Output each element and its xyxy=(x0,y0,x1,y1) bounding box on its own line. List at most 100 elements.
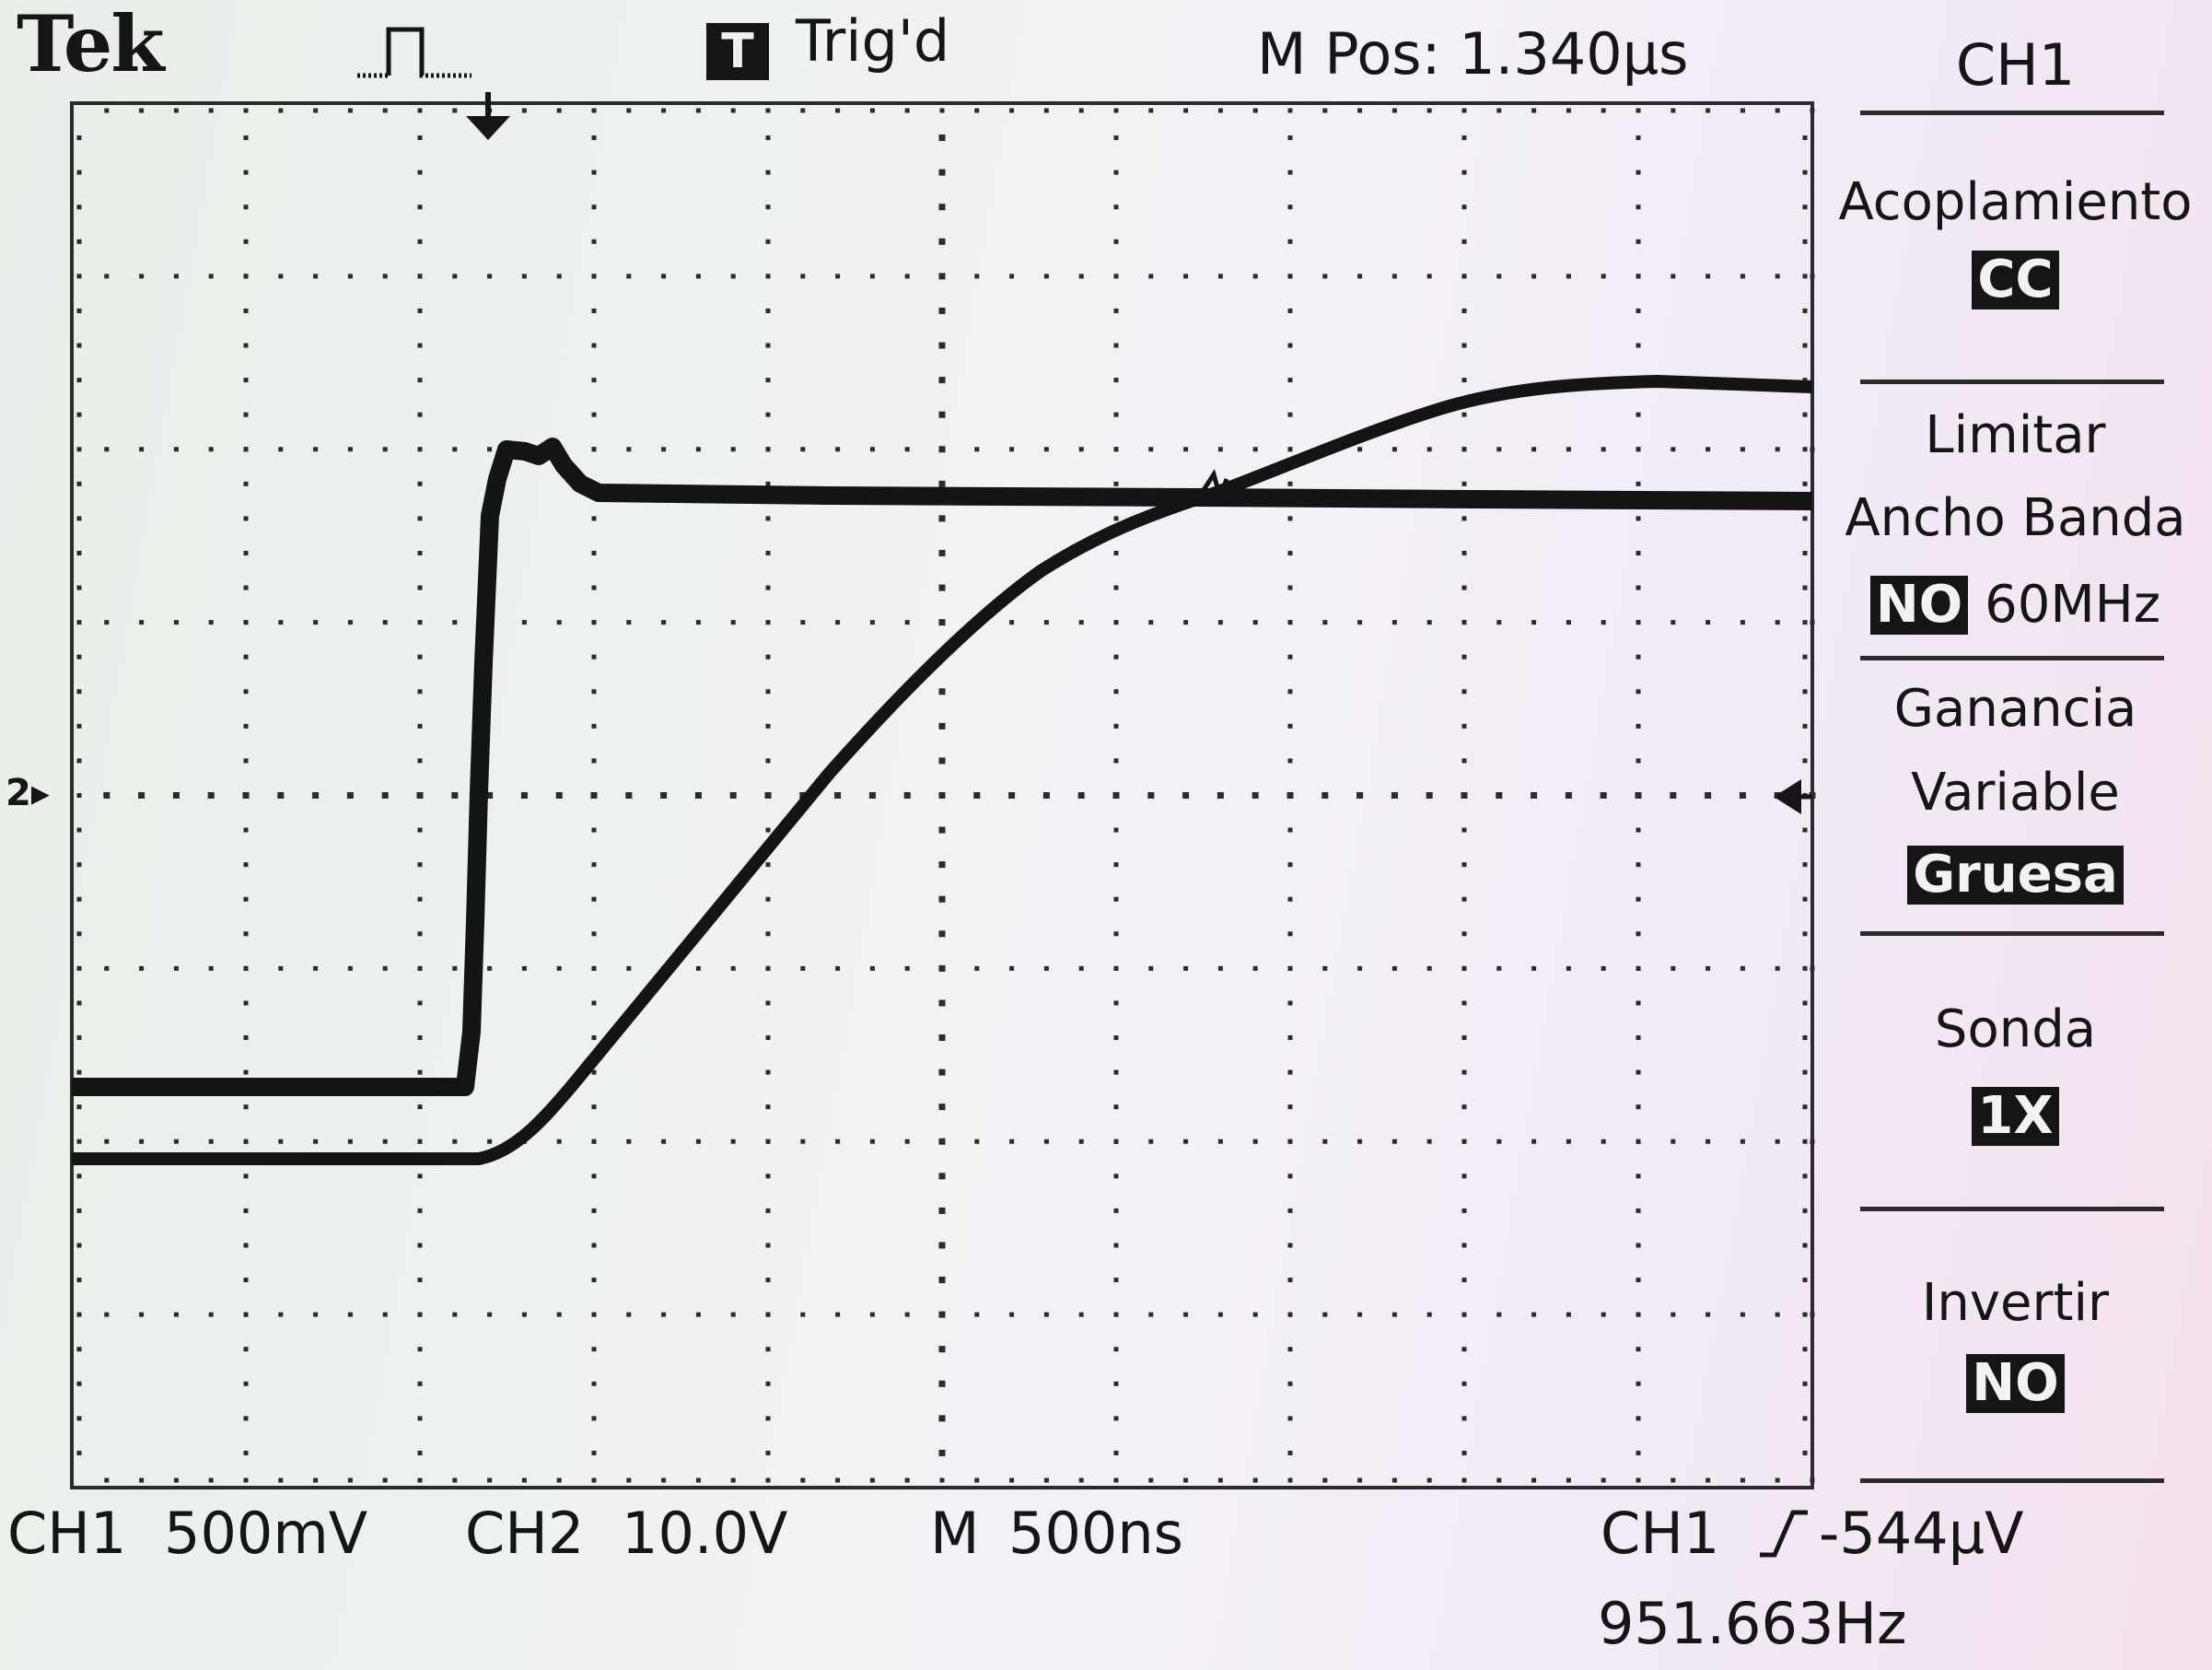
graticule-dot xyxy=(417,689,423,695)
graticule-dot xyxy=(1147,792,1155,799)
graticule-dot xyxy=(1113,1381,1119,1386)
graticule-dot xyxy=(1461,516,1467,521)
graticule-dot xyxy=(869,965,875,971)
graticule-dot xyxy=(939,620,945,625)
graticule-dot xyxy=(1287,1104,1293,1110)
graticule-dot xyxy=(1802,1104,1808,1110)
graticule-dot xyxy=(938,895,946,903)
graticule-dot xyxy=(76,896,82,902)
graticule-dot xyxy=(382,1477,388,1483)
graticule-dot xyxy=(938,722,946,730)
graticule-dot xyxy=(1671,1477,1676,1483)
graticule-dot xyxy=(1810,620,1815,625)
graticule-dot xyxy=(556,108,562,113)
graticule-dot xyxy=(1531,108,1537,113)
graticule-dot xyxy=(417,274,423,279)
graticule-dot xyxy=(172,792,180,799)
graticule-dot xyxy=(76,1000,82,1006)
graticule-dot xyxy=(938,688,946,695)
graticule-dot xyxy=(1391,792,1398,799)
graticule-dot xyxy=(1287,723,1293,729)
graticule-dot xyxy=(1252,108,1258,113)
graticule-dot xyxy=(1322,274,1328,279)
graticule-dot xyxy=(76,169,82,175)
graticule-dot xyxy=(76,1312,82,1317)
graticule-dot xyxy=(139,1139,145,1144)
graticule-dot xyxy=(556,1139,562,1144)
graticule-dot xyxy=(1113,1450,1119,1455)
graticule-dot xyxy=(76,1278,82,1283)
graticule-dot xyxy=(76,1381,82,1386)
graticule-dot xyxy=(800,274,806,279)
graticule-dot xyxy=(765,308,771,313)
graticule-dot xyxy=(104,447,110,452)
ch2-ground-label: 2 xyxy=(6,772,31,814)
graticule-dot xyxy=(1113,378,1119,383)
graticule-dot xyxy=(765,931,771,937)
graticule-dot xyxy=(417,827,423,833)
graticule-dot xyxy=(1670,792,1677,799)
graticule-dot xyxy=(1461,585,1467,590)
graticule-dot xyxy=(765,585,771,590)
graticule-dot xyxy=(1009,620,1015,625)
graticule-dot xyxy=(1636,1312,1641,1317)
graticule-dot xyxy=(590,792,598,799)
graticule-dot xyxy=(1636,1069,1641,1075)
graticule-dot xyxy=(1802,447,1808,452)
graticule-dot xyxy=(1671,1312,1676,1317)
menu-title: CH1 xyxy=(1955,31,2076,99)
graticule-dot xyxy=(243,896,249,902)
graticule-dot xyxy=(1287,1450,1293,1455)
graticule-dot xyxy=(939,274,945,279)
graticule-dot xyxy=(730,274,736,279)
graticule-dot xyxy=(800,1312,806,1317)
graticule-dot xyxy=(730,620,736,625)
graticule-dot xyxy=(417,1312,423,1317)
graticule-dot xyxy=(1287,135,1293,141)
graticule-dot xyxy=(765,1000,771,1006)
graticule-dot xyxy=(1113,620,1119,625)
graticule-dot xyxy=(1636,1450,1641,1455)
graticule-dot xyxy=(1287,516,1293,521)
graticule-dot xyxy=(104,620,110,625)
graticule-dot xyxy=(904,1139,910,1144)
graticule-dot xyxy=(1078,1139,1084,1144)
graticule-dot xyxy=(76,378,82,383)
graticule-dot xyxy=(1391,1312,1397,1317)
graticule-dot xyxy=(1113,723,1119,729)
graticule-dot xyxy=(1357,1477,1363,1483)
graticule-dot xyxy=(243,412,249,417)
graticule-dot xyxy=(1802,1278,1808,1283)
graticule-dot xyxy=(417,758,423,764)
graticule-dot xyxy=(1461,481,1467,486)
graticule-dot xyxy=(591,1069,597,1075)
graticule-dot xyxy=(1810,108,1815,113)
graticule-dot xyxy=(1148,1312,1154,1317)
graticule-dot xyxy=(243,516,249,521)
graticule-dot xyxy=(904,274,910,279)
graticule-dot xyxy=(1113,585,1119,590)
graticule-dot xyxy=(417,862,423,868)
graticule-dot xyxy=(417,135,423,141)
graticule-dot xyxy=(904,1477,910,1483)
menu-divider xyxy=(1860,656,2164,660)
graticule-dot xyxy=(1461,965,1467,971)
graticule-dot xyxy=(76,343,82,348)
graticule-dot xyxy=(1705,792,1712,799)
graticule-dot xyxy=(1217,965,1223,971)
graticule-dot xyxy=(1802,1416,1808,1421)
graticule-dot xyxy=(765,239,771,244)
graticule-dot xyxy=(243,1035,249,1041)
graticule-dot xyxy=(1461,378,1467,383)
graticule-dot xyxy=(1113,239,1119,244)
graticule-dot xyxy=(765,723,771,729)
graticule-dot xyxy=(1391,1477,1397,1483)
graticule-dot xyxy=(1706,1312,1711,1317)
graticule-dot xyxy=(765,654,771,660)
graticule-dot xyxy=(765,1477,771,1483)
graticule-dot xyxy=(1636,965,1641,971)
graticule-dot xyxy=(1706,447,1711,452)
graticule-dot xyxy=(521,1312,527,1317)
graticule-dot xyxy=(1636,1208,1641,1213)
graticule-dot xyxy=(730,1139,736,1144)
